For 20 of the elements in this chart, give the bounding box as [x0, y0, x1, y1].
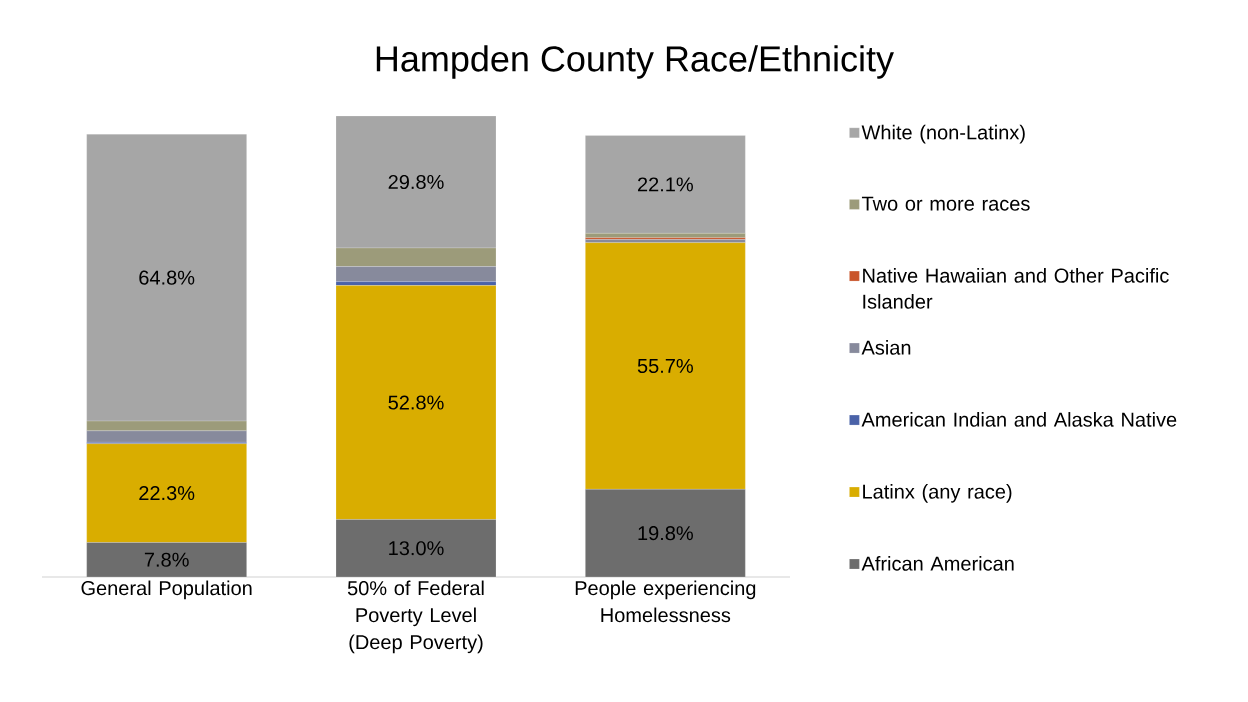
data-label: 29.8% [388, 174, 444, 190]
legend-label: Two or more races [861, 196, 1030, 211]
legend-label: Native Hawaiian and Other Pacific Islander [863, 268, 1169, 309]
legend-label: American Indian and Alaska Native [861, 412, 1177, 427]
data-label: 13.0% [389, 541, 444, 556]
data-label: 22.3% [139, 486, 195, 501]
data-label: 19.8% [638, 526, 693, 541]
legend-label: Latinx (any race) [863, 484, 1012, 503]
data-label: 22.1% [637, 177, 693, 192]
chart-title: Hampden County Race/Ethnicity [376, 45, 894, 79]
data-label: 55.7% [637, 358, 693, 374]
data-label: 7.8% [144, 552, 189, 567]
data-label: 52.8% [388, 395, 444, 410]
legend-label: White (non-Latinx) [861, 124, 1025, 144]
x-tick-label: General Population [81, 580, 252, 600]
x-tick-label: 50% of Federal Poverty Level (Deep Poverty) [347, 580, 484, 654]
legend-label: African American [861, 556, 1014, 571]
x-tick-label: People experiencing Homelessness [575, 580, 756, 623]
legend-label: Asian [861, 340, 911, 355]
data-label: 64.8% [139, 270, 195, 285]
